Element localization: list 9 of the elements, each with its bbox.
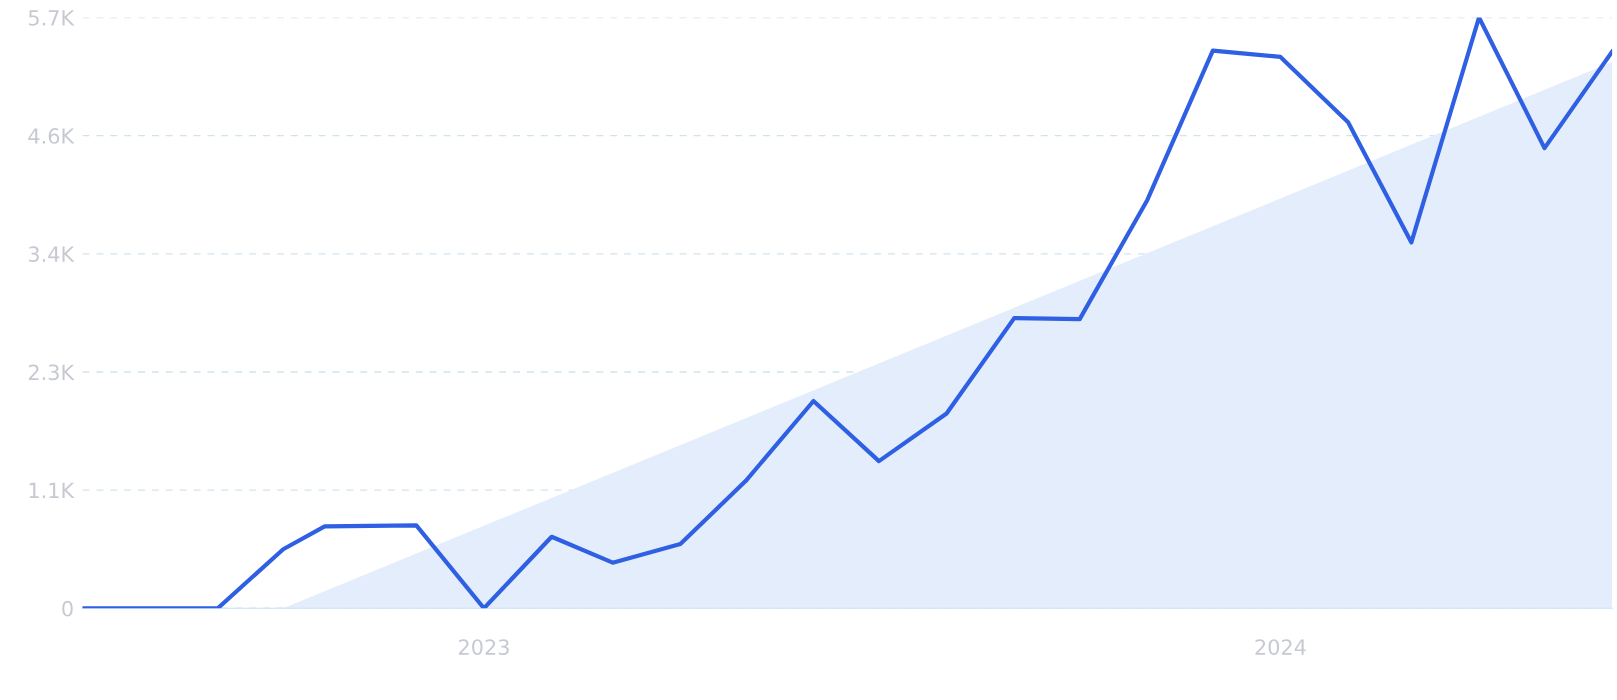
y-tick-label: 4.6K: [28, 128, 75, 144]
y-tick-label: 3.4K: [28, 246, 75, 263]
x-tick-label: 2024: [1255, 639, 1306, 655]
x-tick-label: 2023: [459, 639, 509, 655]
line-series: [82, 17, 1613, 609]
y-tick-label: 5.7K: [28, 10, 75, 26]
y-tick-label: 2.3K: [28, 364, 75, 381]
y-tick-label: 0: [62, 600, 73, 617]
y-tick-label: 1.1K: [29, 482, 75, 499]
